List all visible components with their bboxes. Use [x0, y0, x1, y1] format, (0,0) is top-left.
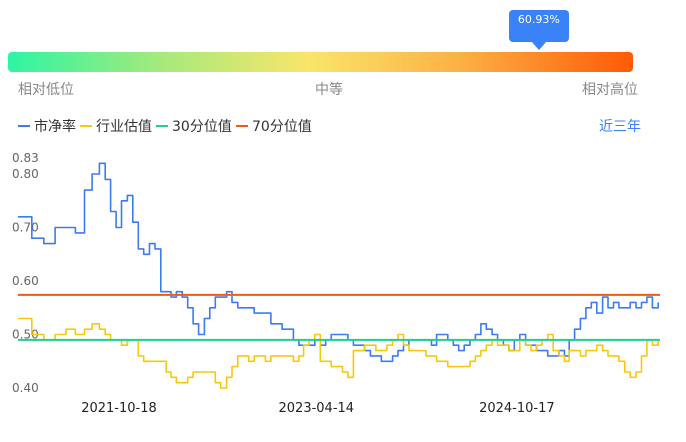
gauge-mid-label: 中等	[315, 82, 343, 98]
y-tick-label: 0.60	[12, 274, 39, 288]
legend-item-p70[interactable]: 70分位值	[236, 116, 312, 136]
percentile-tooltip: 60.93%	[508, 10, 569, 50]
legend-swatch-industry	[80, 125, 92, 127]
x-tick-label: 2023-04-14	[279, 401, 355, 416]
gauge-low-label: 相对低位	[18, 82, 74, 98]
y-tick-label: 0.40	[12, 381, 39, 395]
legend-swatch-pb	[18, 125, 30, 127]
legend-label-pb: 市净率	[34, 119, 76, 135]
legend-swatch-p70	[236, 125, 248, 127]
gauge-high-label: 相对高位	[582, 82, 638, 98]
x-tick-label: 2024-10-17	[479, 401, 555, 416]
legend-item-pb[interactable]: 市净率	[18, 116, 76, 136]
y-tick-label: 0.70	[12, 221, 39, 235]
legend-item-p30[interactable]: 30分位值	[156, 116, 232, 136]
legend-swatch-p30	[156, 125, 168, 127]
legend-label-p70: 70分位值	[252, 119, 312, 135]
legend-item-industry[interactable]: 行业估值	[80, 116, 152, 136]
y-tick-label: 0.83	[12, 151, 39, 165]
y-tick-label: 0.80	[12, 167, 39, 181]
valuation-gauge-bar	[8, 52, 633, 72]
series-line-industry	[18, 317, 659, 389]
series-line-pb	[18, 162, 659, 363]
percentile-value: 60.93%	[517, 13, 560, 26]
legend-label-p30: 30分位值	[172, 119, 232, 135]
x-tick-label: 2021-10-18	[81, 401, 157, 416]
legend-label-industry: 行业估值	[96, 119, 152, 135]
range-selector-three-years[interactable]: 近三年	[599, 119, 641, 135]
